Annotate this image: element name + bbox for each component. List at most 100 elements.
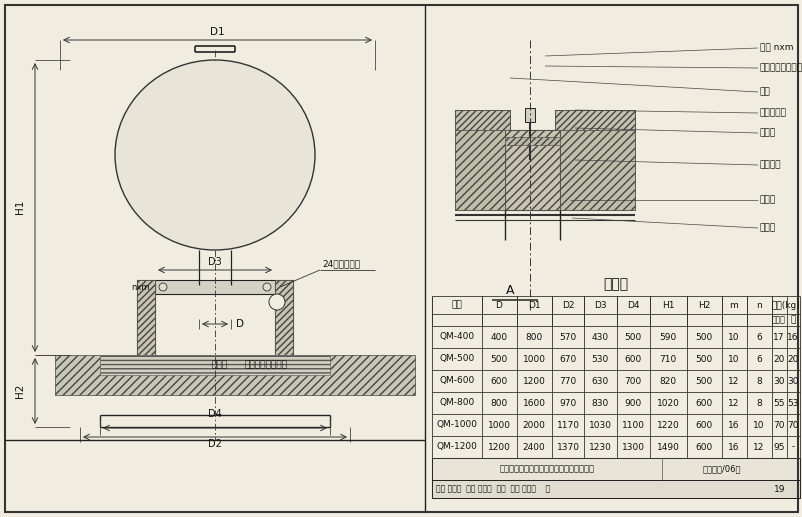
Text: 970: 970 <box>559 399 576 407</box>
Text: nxm: nxm <box>132 282 150 292</box>
Bar <box>431 458 799 480</box>
Text: 30: 30 <box>772 376 784 386</box>
Text: 1100: 1100 <box>621 420 644 430</box>
Text: 1370: 1370 <box>556 443 579 451</box>
Text: 700: 700 <box>624 376 641 386</box>
Text: 500: 500 <box>695 332 711 342</box>
Text: D4: D4 <box>208 409 221 419</box>
Text: 8: 8 <box>755 399 761 407</box>
Bar <box>455 130 634 210</box>
Text: 600: 600 <box>624 355 641 363</box>
Text: D3: D3 <box>208 257 221 267</box>
Text: 20: 20 <box>772 355 784 363</box>
Text: 19: 19 <box>773 484 785 494</box>
Text: -: - <box>791 443 794 451</box>
Text: 审核 温庆实  校对 王明军  注意  设计 赵立民    页: 审核 温庆实 校对 王明军 注意 设计 赵立民 页 <box>435 484 549 494</box>
Text: 830: 830 <box>590 399 608 407</box>
Bar <box>455 110 509 135</box>
Text: 1490: 1490 <box>656 443 678 451</box>
Text: 70: 70 <box>786 420 798 430</box>
Text: 1200: 1200 <box>522 376 545 386</box>
Text: 820: 820 <box>658 376 676 386</box>
Text: D2: D2 <box>208 439 221 449</box>
Text: 12: 12 <box>727 376 739 386</box>
Text: 630: 630 <box>590 376 608 386</box>
Text: 孔隙内填入油腻子: 孔隙内填入油腻子 <box>759 64 802 72</box>
Bar <box>494 137 574 145</box>
Text: D1: D1 <box>209 27 224 37</box>
Bar <box>554 110 634 130</box>
Text: 型号: 型号 <box>451 300 462 310</box>
Text: 95: 95 <box>772 443 784 451</box>
Text: 53: 53 <box>786 399 798 407</box>
Text: 附加防水卷材一层: 附加防水卷材一层 <box>245 360 288 370</box>
Text: 8: 8 <box>755 376 761 386</box>
Text: 900: 900 <box>624 399 641 407</box>
Text: QM-600: QM-600 <box>439 376 474 386</box>
Circle shape <box>269 294 285 310</box>
Text: 1200: 1200 <box>487 443 510 451</box>
Text: 20: 20 <box>786 355 798 363</box>
Text: 1000: 1000 <box>522 355 545 363</box>
Text: 800: 800 <box>525 332 542 342</box>
Bar <box>455 110 509 130</box>
Text: 55: 55 <box>772 399 784 407</box>
Text: 500: 500 <box>490 355 507 363</box>
Text: 500: 500 <box>695 355 711 363</box>
Text: 600: 600 <box>695 420 711 430</box>
Text: 图附特包/06防: 图附特包/06防 <box>702 464 740 474</box>
Text: 保温层: 保温层 <box>212 360 228 370</box>
Text: 1030: 1030 <box>588 420 611 430</box>
Text: n: n <box>755 300 761 310</box>
Text: A: A <box>505 283 513 297</box>
Text: H1: H1 <box>15 200 25 214</box>
Text: D1: D1 <box>527 300 540 310</box>
Text: QM-800: QM-800 <box>439 399 474 407</box>
Text: 500: 500 <box>624 332 641 342</box>
Text: 旋流型屋顶自然通风器混凝土屋面板上安装: 旋流型屋顶自然通风器混凝土屋面板上安装 <box>499 464 593 474</box>
Bar <box>431 480 799 498</box>
Text: 尺寸表: 尺寸表 <box>602 277 628 291</box>
Ellipse shape <box>115 60 314 250</box>
Text: 770: 770 <box>559 376 576 386</box>
Text: 24号镀锌钢板: 24号镀锌钢板 <box>322 260 359 268</box>
Text: QM-400: QM-400 <box>439 332 474 342</box>
Text: D: D <box>236 319 244 329</box>
Text: 590: 590 <box>658 332 676 342</box>
Text: QM-1200: QM-1200 <box>436 443 477 451</box>
Text: 10: 10 <box>752 420 764 430</box>
Text: 1300: 1300 <box>621 443 644 451</box>
Text: 6: 6 <box>755 332 761 342</box>
Text: 1220: 1220 <box>656 420 678 430</box>
Text: A: A <box>273 297 280 307</box>
Text: QM-500: QM-500 <box>439 355 474 363</box>
Text: 1170: 1170 <box>556 420 579 430</box>
Text: QM-1000: QM-1000 <box>436 420 477 430</box>
Text: 螺母 nxm: 螺母 nxm <box>759 43 792 53</box>
Bar <box>504 130 559 210</box>
Text: 铝: 铝 <box>789 315 795 325</box>
Text: 预埋铁件: 预埋铁件 <box>759 160 780 170</box>
Text: 400: 400 <box>490 332 507 342</box>
Bar <box>137 280 155 355</box>
Text: 1230: 1230 <box>588 443 610 451</box>
Text: 17: 17 <box>772 332 784 342</box>
Text: D2: D2 <box>561 300 573 310</box>
Text: 10: 10 <box>727 332 739 342</box>
Text: 不锈钢: 不锈钢 <box>771 315 785 325</box>
Text: 16: 16 <box>786 332 798 342</box>
Text: H2: H2 <box>15 384 25 398</box>
Text: D4: D4 <box>626 300 638 310</box>
Text: 垫圈: 垫圈 <box>759 87 770 97</box>
Text: 430: 430 <box>591 332 608 342</box>
Text: 600: 600 <box>695 443 711 451</box>
Bar <box>137 280 155 355</box>
Bar <box>55 355 415 395</box>
Bar <box>274 280 293 355</box>
Text: 1000: 1000 <box>487 420 510 430</box>
Text: D3: D3 <box>593 300 606 310</box>
Text: 670: 670 <box>559 355 576 363</box>
Bar <box>559 130 634 210</box>
Bar <box>455 130 504 210</box>
Text: 600: 600 <box>695 399 711 407</box>
